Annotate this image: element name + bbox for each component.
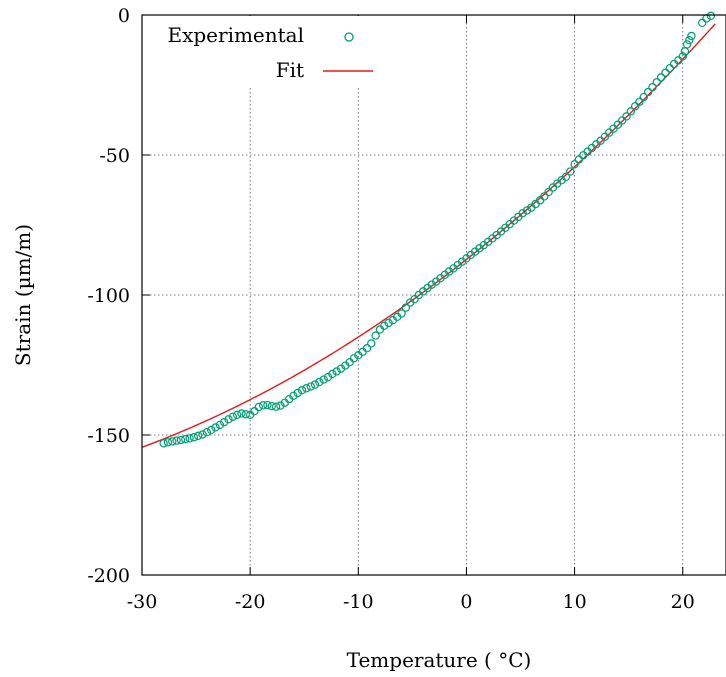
legend-marker-experimental xyxy=(344,32,354,42)
experimental-point-117 xyxy=(665,63,674,73)
experimental-point-31 xyxy=(293,388,302,398)
experimental-point-32 xyxy=(297,386,307,395)
x-tick-label-3: 0 xyxy=(460,591,472,613)
experimental-point-6 xyxy=(185,434,194,443)
experimental-point-112 xyxy=(643,87,653,97)
experimental-point-19 xyxy=(241,410,251,419)
experimental-point-18 xyxy=(237,409,246,418)
experimental-point-96 xyxy=(574,155,584,164)
experimental-point-89 xyxy=(544,187,553,197)
x-tick-label-2: -10 xyxy=(343,591,374,613)
experimental-point-95 xyxy=(570,160,579,169)
experimental-points-layer xyxy=(159,11,716,448)
experimental-point-25 xyxy=(267,401,276,411)
x-tick-label-5: 20 xyxy=(671,591,695,613)
legend-label-experimental: Experimental xyxy=(167,23,304,47)
experimental-point-48 xyxy=(367,339,376,348)
experimental-point-125 xyxy=(698,18,707,28)
y-tick-label-2: -100 xyxy=(87,285,130,307)
experimental-point-35 xyxy=(310,380,320,389)
experimental-point-1 xyxy=(163,438,173,447)
experimental-point-26 xyxy=(271,402,281,411)
experimental-point-15 xyxy=(224,415,233,424)
legend: Experimental Fit xyxy=(143,16,375,88)
experimental-point-37 xyxy=(319,375,328,384)
experimental-point-14 xyxy=(219,417,229,427)
legend-label-fit: Fit xyxy=(276,58,304,82)
experimental-point-5 xyxy=(181,435,190,444)
experimental-point-102 xyxy=(600,132,610,141)
x-axis-label: Temperature ( °C) xyxy=(347,648,532,672)
experimental-point-12 xyxy=(211,423,220,432)
experimental-point-55 xyxy=(397,309,406,318)
experimental-point-52 xyxy=(384,318,393,328)
experimental-point-116 xyxy=(661,68,670,77)
y-axis-label: Strain (µm/m) xyxy=(11,224,35,366)
experimental-point-27 xyxy=(276,401,285,410)
experimental-point-8 xyxy=(194,431,203,441)
experimental-point-109 xyxy=(630,102,640,111)
experimental-point-34 xyxy=(306,382,315,391)
experimental-point-9 xyxy=(198,430,207,439)
experimental-point-120 xyxy=(678,52,687,61)
experimental-point-103 xyxy=(605,128,614,137)
experimental-point-122 xyxy=(682,40,692,49)
experimental-point-36 xyxy=(315,377,324,387)
experimental-point-22 xyxy=(254,402,263,412)
experimental-point-23 xyxy=(258,401,268,410)
experimental-point-49 xyxy=(371,331,380,340)
experimental-point-0 xyxy=(159,439,168,448)
experimental-point-93 xyxy=(561,172,571,182)
experimental-point-123 xyxy=(685,36,694,45)
experimental-point-24 xyxy=(263,400,272,410)
experimental-point-4 xyxy=(176,435,186,445)
experimental-point-39 xyxy=(328,369,337,379)
experimental-point-13 xyxy=(215,420,225,430)
experimental-point-3 xyxy=(172,436,181,445)
experimental-point-107 xyxy=(622,112,631,121)
x-tick-label-4: 10 xyxy=(562,591,586,613)
experimental-point-30 xyxy=(289,391,298,400)
experimental-point-40 xyxy=(332,367,341,376)
legend-background xyxy=(143,16,375,88)
experimental-point-114 xyxy=(652,77,661,87)
experimental-point-7 xyxy=(189,433,199,442)
experimental-point-105 xyxy=(613,120,623,129)
experimental-point-83 xyxy=(518,209,527,218)
grid-lines xyxy=(142,15,726,575)
experimental-point-47 xyxy=(362,344,372,353)
experimental-point-33 xyxy=(302,384,311,393)
experimental-point-2 xyxy=(168,437,177,446)
experimental-point-21 xyxy=(250,407,259,416)
experimental-point-110 xyxy=(635,97,644,107)
x-tick-label-1: -20 xyxy=(235,591,266,613)
experimental-point-111 xyxy=(639,92,649,102)
experimental-point-88 xyxy=(540,192,549,201)
experimental-point-16 xyxy=(228,412,238,421)
experimental-point-94 xyxy=(566,167,575,176)
experimental-point-106 xyxy=(617,116,627,125)
experimental-point-113 xyxy=(648,83,657,92)
experimental-point-108 xyxy=(626,107,636,116)
experimental-point-104 xyxy=(609,124,618,133)
experimental-point-127 xyxy=(706,11,716,21)
experimental-point-58 xyxy=(410,295,419,304)
y-tick-label-4: -200 xyxy=(87,565,130,587)
axis-ticks: -30 -20 -10 0 10 200-50-100-150-200 xyxy=(87,5,695,613)
y-tick-label-3: -150 xyxy=(87,425,130,447)
experimental-point-10 xyxy=(202,428,212,437)
experimental-point-84 xyxy=(522,206,532,215)
experimental-point-56 xyxy=(401,303,411,312)
experimental-point-124 xyxy=(687,31,696,41)
y-tick-label-1: -50 xyxy=(99,145,130,167)
experimental-point-17 xyxy=(232,410,242,420)
y-tick-label-0: 0 xyxy=(118,5,130,27)
experimental-point-11 xyxy=(207,425,216,435)
experimental-point-51 xyxy=(380,321,389,330)
experimental-point-115 xyxy=(656,73,666,82)
x-tick-label-0: -30 xyxy=(127,591,158,613)
